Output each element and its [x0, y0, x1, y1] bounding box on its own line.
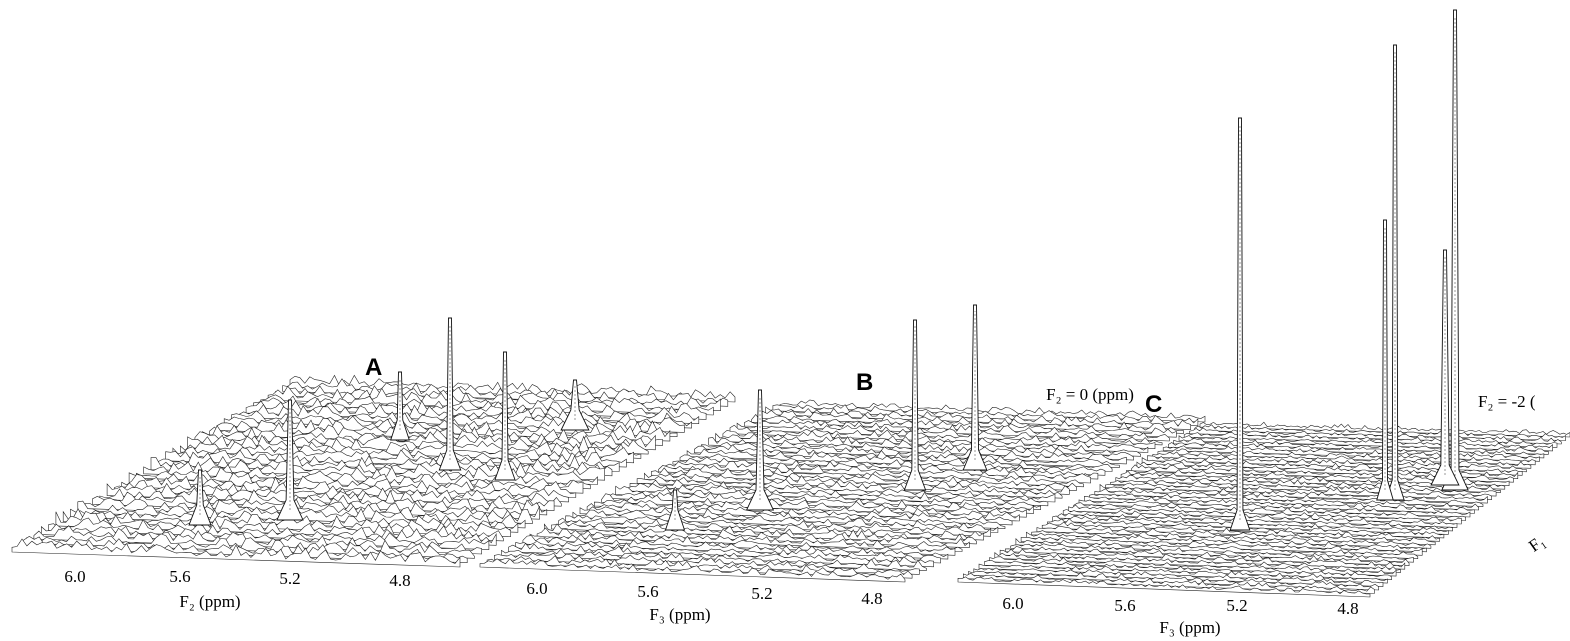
panel-label: C: [1145, 391, 1162, 418]
peak: [1430, 249, 1460, 486]
axis-title: F₃ (ppm): [1159, 618, 1220, 637]
tick-label: 5.6: [637, 582, 658, 601]
surface-trace: [479, 558, 906, 583]
tick-label: 6.0: [64, 567, 85, 586]
surface-trace: [1062, 509, 1458, 528]
surface-trace: [672, 456, 1099, 480]
surface-trace: [729, 424, 1156, 450]
surface-trace: [743, 419, 1170, 442]
surface-trace: [136, 466, 584, 494]
surface-trace: [558, 517, 984, 541]
surface-trace: [1052, 515, 1449, 535]
surface-trace: [158, 451, 606, 481]
surface-trace: [715, 432, 1141, 457]
surface-trace: [708, 437, 1134, 461]
surface-trace: [779, 399, 1206, 423]
surface-trace: [622, 482, 1049, 507]
surface-trace: [994, 551, 1401, 574]
surface-trace: [515, 540, 942, 564]
surface-trace: [751, 414, 1177, 438]
surface-trace: [579, 506, 1006, 530]
tick-label: 6.0: [526, 579, 547, 598]
surface-trace: [1036, 525, 1436, 546]
surface-trace: [1168, 441, 1545, 459]
surface-trace: [1057, 512, 1453, 532]
surface-trace: [529, 533, 956, 556]
surface-trace: [543, 523, 970, 549]
surface-trace: [26, 533, 475, 559]
surface-trace: [1147, 455, 1527, 473]
surface-trace: [522, 535, 949, 560]
tick-label: 6.0: [1002, 594, 1023, 613]
surface-trace: [957, 576, 1371, 598]
axis-title: F₃ (ppm): [649, 605, 710, 624]
tick-label: 4.8: [389, 571, 410, 590]
surface-trace: [1141, 457, 1523, 476]
surface-trace: [968, 570, 1379, 591]
peak: [560, 379, 590, 431]
axis-title: F₂ (ppm): [179, 592, 240, 611]
surface-trace: [772, 404, 1199, 427]
surface-trace: [1004, 545, 1410, 567]
surface-trace: [722, 429, 1149, 453]
tick-label: 5.6: [169, 567, 190, 586]
surface-trace: [493, 552, 920, 575]
surface-trace: [586, 502, 1013, 526]
slice-label: F₂ = -2 (: [1478, 392, 1536, 411]
surface-trace: [1041, 521, 1440, 542]
surface-trace: [636, 476, 1063, 499]
axis-title: F₁: [1525, 531, 1549, 555]
surface-trace: [1084, 496, 1475, 514]
surface-trace: [11, 538, 461, 568]
surface-trace: [282, 378, 729, 407]
surface-trace: [736, 422, 1163, 446]
slice-label: F₂ = 0 (ppm): [1046, 385, 1134, 404]
surface-trace: [615, 485, 1041, 510]
surface-trace: [973, 567, 1384, 587]
tick-label: 5.2: [279, 569, 300, 588]
surface-trace: [508, 542, 934, 568]
tick-label: 5.2: [1226, 596, 1247, 615]
tick-label: 5.6: [1114, 596, 1135, 615]
surface-trace: [629, 479, 1056, 503]
surfaces: [11, 9, 1570, 598]
tick-label: 4.8: [1337, 599, 1358, 618]
panel-label: A: [365, 354, 382, 381]
surface-trace: [1015, 537, 1419, 560]
panel-label: B: [856, 369, 873, 396]
surface-trace: [608, 491, 1034, 514]
surface-trace: [962, 572, 1375, 594]
surface-trace: [48, 517, 497, 546]
surface-trace: [989, 556, 1397, 577]
surface-trace: [536, 527, 963, 552]
surface-trace: [1020, 536, 1423, 556]
surface-trace: [1026, 531, 1427, 553]
surface-trace: [1078, 499, 1471, 518]
peak: [903, 319, 927, 491]
tick-label: 5.2: [751, 584, 772, 603]
surface-trace: [983, 560, 1392, 580]
surface-trace: [501, 548, 927, 571]
surface-trace: [260, 394, 707, 420]
surface-trace: [1073, 502, 1466, 521]
surface-trace: [1136, 461, 1519, 480]
surface-trace: [679, 453, 1106, 476]
tick-label: 4.8: [861, 589, 882, 608]
surface-trace: [128, 472, 577, 498]
